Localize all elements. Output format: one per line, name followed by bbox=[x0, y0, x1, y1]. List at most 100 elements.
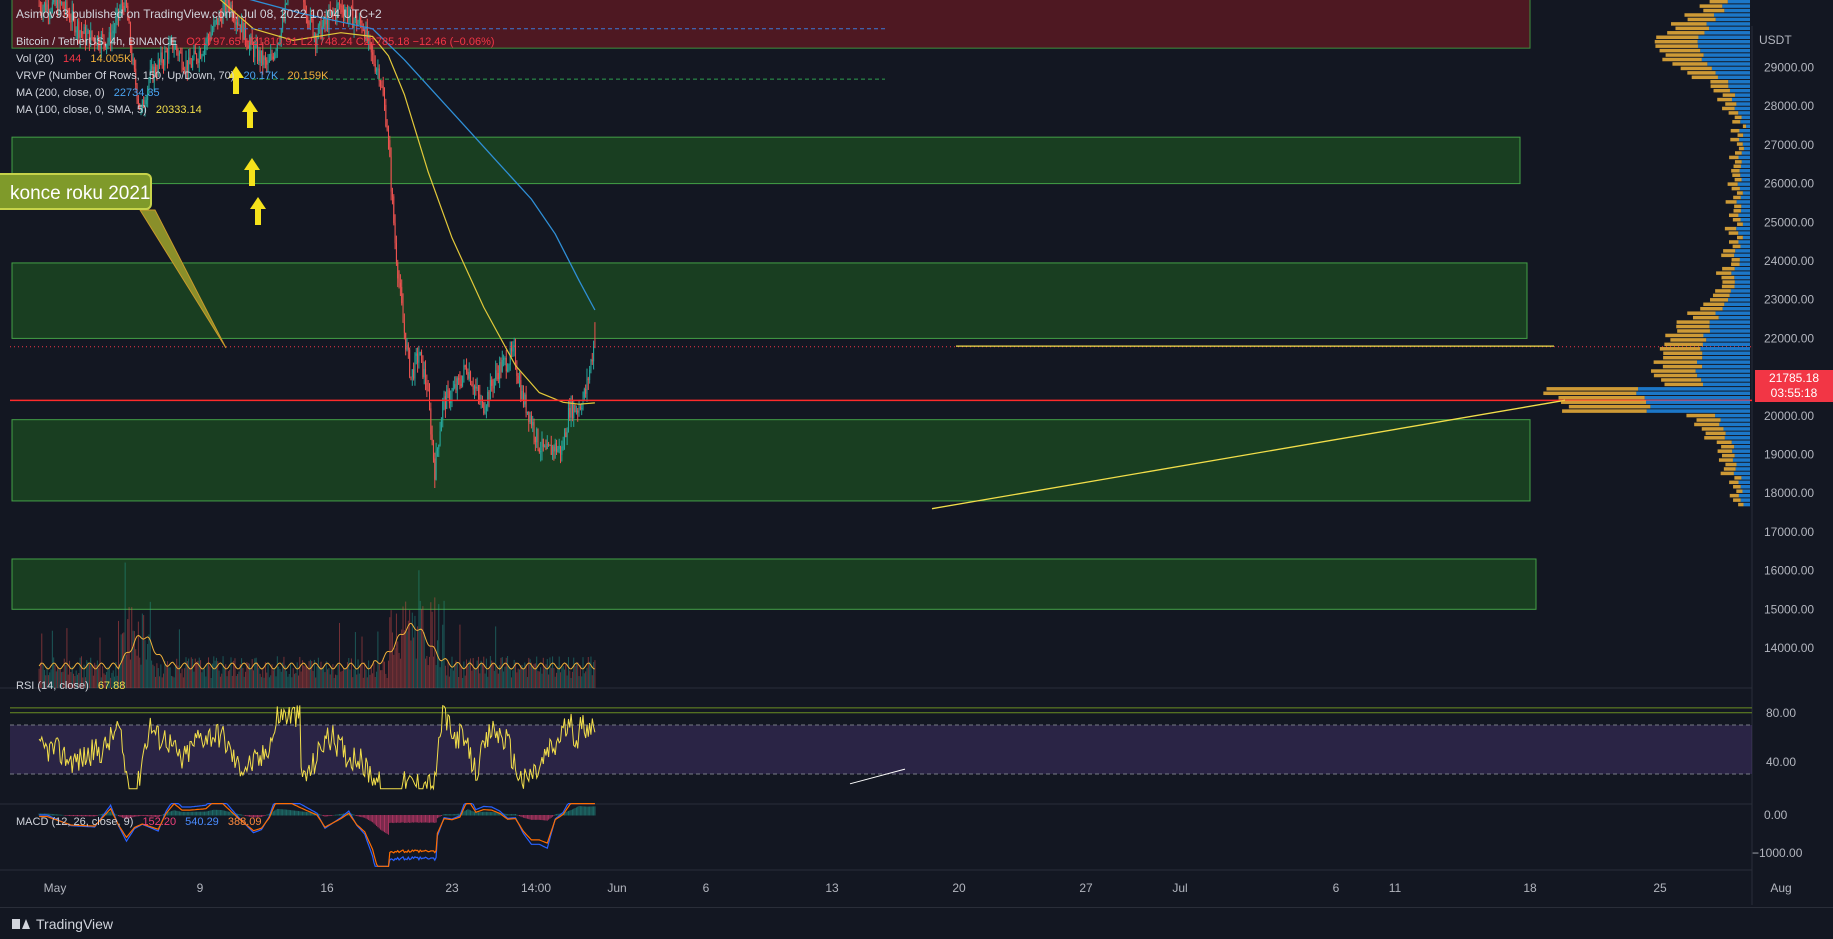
vrvp-row-up bbox=[1700, 48, 1750, 53]
vrvp-row-up bbox=[1696, 360, 1750, 364]
volume-bar bbox=[320, 661, 322, 688]
volume-bar bbox=[517, 668, 519, 688]
volume-bar bbox=[140, 664, 142, 688]
volume-bar bbox=[414, 615, 416, 688]
macd-hist-bar bbox=[49, 813, 51, 816]
macd-hist-bar bbox=[163, 814, 165, 816]
macd-hist-bar bbox=[321, 815, 323, 816]
macd-hist-bar bbox=[131, 815, 133, 818]
vrvp-legend[interactable]: VRVP (Number Of Rows, 150, Up/Down, 70) … bbox=[16, 69, 328, 83]
macd-hist-bar bbox=[181, 811, 183, 816]
volume-bar bbox=[586, 667, 588, 688]
volume-bar bbox=[305, 664, 307, 688]
vrvp-row-up bbox=[1739, 128, 1750, 133]
time-tick-label: 14:00 bbox=[521, 881, 551, 895]
volume-bar bbox=[229, 669, 231, 688]
tradingview-logo[interactable]: TradingView bbox=[12, 916, 113, 932]
time-tick-label: 25 bbox=[1653, 881, 1667, 895]
vol-legend[interactable]: Vol (20) 144 14.005K bbox=[16, 52, 131, 66]
price-tick-label: 17000.00 bbox=[1764, 525, 1814, 539]
candle-body bbox=[578, 407, 580, 413]
vrvp-row-up bbox=[1644, 395, 1750, 400]
macd-hist-bar bbox=[501, 813, 503, 816]
macd-hist-bar bbox=[567, 810, 569, 816]
vrvp-row-up bbox=[1743, 133, 1750, 137]
macd-hist-bar bbox=[586, 806, 588, 816]
vrvp-row-up bbox=[1734, 280, 1750, 284]
vrvp-row-up bbox=[1650, 404, 1750, 409]
candle-body bbox=[170, 38, 172, 41]
candle-body bbox=[545, 446, 547, 450]
macd-hist-bar bbox=[274, 810, 276, 816]
volume-bar bbox=[307, 669, 309, 688]
volume-bar bbox=[115, 661, 117, 688]
volume-bar bbox=[360, 664, 362, 688]
volume-bar bbox=[133, 631, 135, 688]
volume-bar bbox=[356, 674, 358, 688]
macd-hist-bar bbox=[521, 815, 523, 818]
symbol-legend[interactable]: Bitcoin / TetherUS, 4h, BINANCE O21797.6… bbox=[16, 35, 495, 49]
ma100-legend[interactable]: MA (100, close, 0, SMA, 5) 20333.14 bbox=[16, 103, 202, 117]
vrvp-row-down bbox=[1737, 133, 1744, 137]
candle-body bbox=[508, 364, 510, 370]
ma200-legend[interactable]: MA (200, close, 0) 22734.35 bbox=[16, 86, 160, 100]
ma100-label: MA (100, close, 0, SMA, 5) bbox=[16, 104, 147, 116]
macd-tick-label: 0.00 bbox=[1764, 808, 1788, 822]
candle-body bbox=[530, 415, 532, 426]
macd-hist-bar bbox=[140, 815, 142, 816]
volume-bar bbox=[181, 668, 183, 688]
macd-hist-bar bbox=[145, 815, 147, 817]
macd-hist-bar bbox=[63, 815, 65, 816]
macd-hist-bar bbox=[215, 809, 217, 816]
candle-body bbox=[574, 404, 576, 412]
volume-bar bbox=[563, 669, 565, 688]
macd-hist-bar bbox=[71, 815, 73, 817]
volume-bar bbox=[280, 671, 282, 688]
macd-hist-bar bbox=[489, 811, 491, 816]
candle-body bbox=[197, 61, 199, 63]
zone-red-0 bbox=[11, 0, 1531, 49]
macd-hist-bar bbox=[585, 806, 587, 816]
macd-hist-bar bbox=[456, 813, 458, 816]
annotation-callout[interactable]: konce roku 2021 bbox=[0, 173, 152, 210]
candle-body bbox=[268, 59, 270, 63]
macd-hist-bar bbox=[243, 815, 245, 816]
candle-body bbox=[276, 43, 278, 51]
vrvp-row-down bbox=[1725, 200, 1737, 204]
volume-bar bbox=[422, 606, 424, 688]
volume-bar bbox=[335, 674, 337, 688]
macd-hist-bar bbox=[287, 809, 289, 816]
volume-bar bbox=[131, 607, 133, 688]
rsi-legend[interactable]: RSI (14, close) 67.88 bbox=[16, 679, 125, 693]
macd-hist-bar bbox=[327, 815, 329, 817]
macd-hist-bar bbox=[533, 815, 535, 820]
volume-bar bbox=[46, 666, 48, 688]
macd-legend[interactable]: MACD (12, 26, close, 9) 152.20 540.29 38… bbox=[16, 815, 262, 829]
volume-bar bbox=[589, 661, 591, 688]
volume-bar bbox=[353, 669, 355, 688]
macd-hist-bar bbox=[84, 815, 86, 817]
macd-hist-bar bbox=[590, 806, 592, 816]
vrvp-row-down bbox=[1733, 195, 1741, 200]
candle-body bbox=[39, 5, 41, 11]
rsi-line bbox=[38, 704, 596, 791]
macd-hist-bar bbox=[493, 812, 495, 816]
price-tick-label: 15000.00 bbox=[1764, 602, 1814, 616]
volume-bar bbox=[434, 597, 436, 688]
candle-body bbox=[284, 3, 286, 22]
vrvp-row-up bbox=[1702, 364, 1750, 369]
candle-body bbox=[342, 12, 344, 18]
candle-body bbox=[567, 407, 569, 432]
volume-bar bbox=[594, 660, 596, 688]
candle-body bbox=[542, 438, 544, 447]
macd-hist-bar bbox=[546, 815, 548, 821]
vrvp-row-down bbox=[1561, 400, 1647, 404]
volume-bar bbox=[251, 659, 253, 688]
macd-hist-bar bbox=[331, 815, 333, 816]
last-price-value: 21785.18 bbox=[1768, 371, 1820, 385]
volume-bar bbox=[533, 663, 535, 688]
candle-body bbox=[341, 5, 343, 13]
candle-body bbox=[373, 54, 375, 65]
candle-body bbox=[372, 52, 374, 55]
